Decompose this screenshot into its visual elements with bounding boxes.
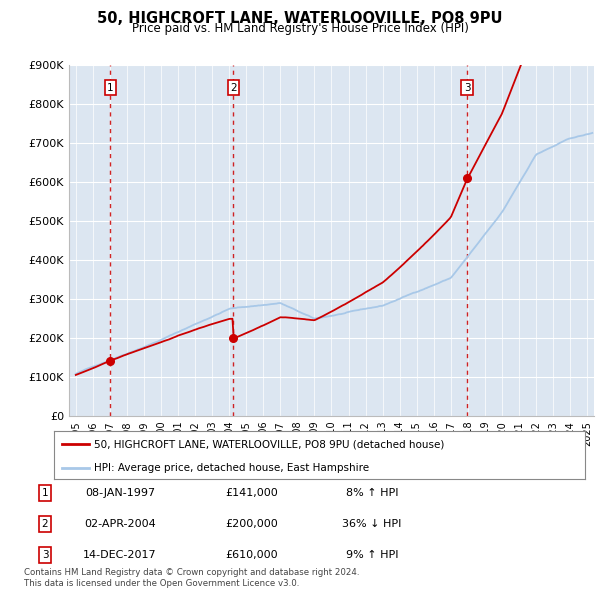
Text: Price paid vs. HM Land Registry's House Price Index (HPI): Price paid vs. HM Land Registry's House … <box>131 22 469 35</box>
Text: 9% ↑ HPI: 9% ↑ HPI <box>346 550 398 560</box>
Text: Contains HM Land Registry data © Crown copyright and database right 2024.
This d: Contains HM Land Registry data © Crown c… <box>24 568 359 588</box>
Text: 2: 2 <box>41 519 49 529</box>
Text: 3: 3 <box>41 550 49 560</box>
Text: 14-DEC-2017: 14-DEC-2017 <box>83 550 157 560</box>
Text: 8% ↑ HPI: 8% ↑ HPI <box>346 488 398 497</box>
Text: 08-JAN-1997: 08-JAN-1997 <box>85 488 155 497</box>
Text: 1: 1 <box>41 488 49 497</box>
Text: 1: 1 <box>107 83 114 93</box>
Text: £610,000: £610,000 <box>226 550 278 560</box>
Text: 36% ↓ HPI: 36% ↓ HPI <box>343 519 401 529</box>
Text: 2: 2 <box>230 83 237 93</box>
Text: 3: 3 <box>464 83 470 93</box>
Text: 50, HIGHCROFT LANE, WATERLOOVILLE, PO8 9PU (detached house): 50, HIGHCROFT LANE, WATERLOOVILLE, PO8 9… <box>94 439 444 449</box>
Text: £200,000: £200,000 <box>226 519 278 529</box>
Text: 02-APR-2004: 02-APR-2004 <box>84 519 156 529</box>
Text: £141,000: £141,000 <box>226 488 278 497</box>
Text: 50, HIGHCROFT LANE, WATERLOOVILLE, PO8 9PU: 50, HIGHCROFT LANE, WATERLOOVILLE, PO8 9… <box>97 11 503 25</box>
Text: HPI: Average price, detached house, East Hampshire: HPI: Average price, detached house, East… <box>94 463 369 473</box>
